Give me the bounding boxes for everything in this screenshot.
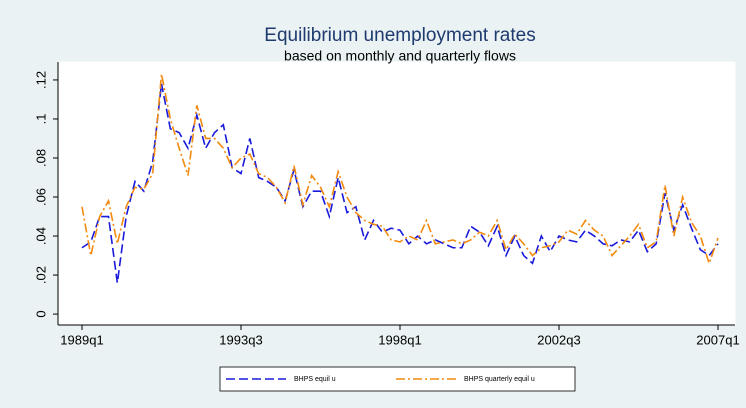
x-tick-label: 1993q3 (219, 332, 262, 347)
y-tick-label: .02 (33, 266, 48, 284)
x-tick-label: 1989q1 (60, 332, 103, 347)
chart-subtitle: based on monthly and quarterly flows (284, 48, 516, 64)
legend-label: BHPS equil u (294, 376, 336, 383)
y-tick-label: 0 (33, 310, 48, 317)
y-tick-label: .1 (33, 114, 48, 125)
chart-title: Equilibrium unemployment rates (264, 25, 535, 46)
y-tick-label: .06 (33, 188, 48, 206)
x-tick-label: 1998q1 (378, 332, 421, 347)
y-tick-label: .12 (33, 71, 48, 89)
y-tick-label: .08 (33, 149, 48, 167)
plot-area (57, 61, 736, 326)
x-tick-label: 2007q1 (696, 332, 739, 347)
legend-label: BHPS quarterly equil u (464, 376, 535, 383)
series-line (81, 73, 719, 266)
x-tick-label: 2002q3 (537, 332, 580, 347)
y-tick-label: .04 (33, 227, 48, 245)
series-line (81, 83, 719, 283)
